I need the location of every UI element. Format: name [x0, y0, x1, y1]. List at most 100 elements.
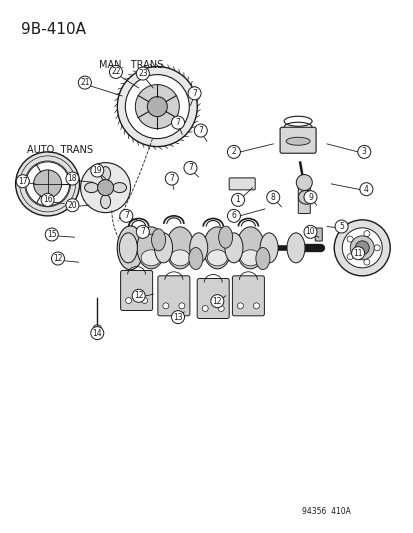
Text: 7: 7 — [175, 118, 180, 127]
Circle shape — [125, 297, 131, 303]
Text: 4: 4 — [363, 185, 368, 193]
Ellipse shape — [298, 190, 313, 204]
Circle shape — [218, 305, 224, 311]
Circle shape — [178, 303, 185, 309]
Ellipse shape — [286, 233, 304, 263]
Circle shape — [231, 193, 244, 206]
Circle shape — [363, 231, 369, 237]
Circle shape — [33, 170, 62, 198]
Text: 5: 5 — [338, 222, 343, 231]
Circle shape — [359, 183, 372, 196]
Text: 7: 7 — [192, 89, 197, 98]
Circle shape — [136, 67, 149, 80]
Circle shape — [253, 303, 259, 309]
Circle shape — [51, 252, 64, 265]
Circle shape — [349, 236, 373, 260]
Ellipse shape — [137, 227, 165, 269]
Text: 8: 8 — [270, 193, 275, 201]
Text: 9B-410A: 9B-410A — [21, 22, 85, 37]
Circle shape — [354, 241, 368, 255]
Circle shape — [109, 66, 122, 78]
Text: 2: 2 — [231, 148, 236, 156]
Circle shape — [135, 85, 179, 128]
Text: 7: 7 — [169, 174, 174, 183]
FancyBboxPatch shape — [120, 270, 152, 311]
Circle shape — [351, 247, 364, 260]
Circle shape — [45, 228, 58, 241]
Text: 10: 10 — [305, 228, 315, 236]
Ellipse shape — [166, 227, 194, 269]
Circle shape — [342, 228, 381, 268]
Circle shape — [363, 259, 369, 265]
Circle shape — [162, 303, 169, 309]
Circle shape — [171, 311, 184, 324]
Circle shape — [147, 96, 167, 117]
Text: 15: 15 — [47, 230, 57, 239]
Circle shape — [183, 161, 197, 174]
Text: 17: 17 — [18, 177, 28, 185]
Text: 12: 12 — [53, 254, 62, 263]
Text: 3: 3 — [361, 148, 366, 156]
Circle shape — [132, 289, 145, 302]
Text: 20: 20 — [67, 201, 77, 209]
Circle shape — [141, 297, 147, 303]
Circle shape — [78, 76, 91, 89]
Ellipse shape — [119, 233, 137, 263]
Circle shape — [210, 295, 223, 308]
Ellipse shape — [255, 247, 269, 270]
Ellipse shape — [218, 226, 232, 248]
Ellipse shape — [259, 233, 278, 263]
Text: 6: 6 — [231, 212, 236, 220]
Circle shape — [227, 146, 240, 158]
Text: 12: 12 — [134, 292, 143, 300]
Circle shape — [41, 193, 54, 206]
Text: MAN.  TRANS: MAN. TRANS — [99, 60, 163, 70]
Circle shape — [125, 75, 189, 139]
Text: 19: 19 — [92, 166, 102, 175]
Ellipse shape — [117, 226, 143, 270]
Circle shape — [66, 199, 79, 212]
Circle shape — [373, 245, 379, 251]
Circle shape — [237, 303, 243, 309]
Ellipse shape — [84, 183, 98, 192]
Circle shape — [188, 87, 201, 100]
Text: 7: 7 — [198, 126, 203, 135]
Circle shape — [296, 174, 311, 190]
Circle shape — [202, 305, 208, 311]
Text: 94356  410A: 94356 410A — [301, 507, 350, 516]
Circle shape — [165, 172, 178, 185]
Circle shape — [357, 146, 370, 158]
Circle shape — [333, 220, 389, 276]
Text: AUTO  TRANS: AUTO TRANS — [27, 146, 93, 155]
Circle shape — [16, 152, 79, 216]
FancyBboxPatch shape — [229, 178, 254, 190]
Ellipse shape — [224, 233, 242, 263]
Text: 13: 13 — [173, 313, 183, 321]
Circle shape — [334, 220, 347, 233]
FancyBboxPatch shape — [298, 182, 309, 214]
Circle shape — [90, 327, 104, 340]
Circle shape — [81, 163, 130, 213]
Ellipse shape — [207, 250, 227, 266]
Circle shape — [119, 209, 133, 222]
Ellipse shape — [188, 247, 202, 270]
Text: 7: 7 — [140, 228, 145, 236]
Ellipse shape — [285, 137, 309, 145]
Circle shape — [16, 175, 29, 188]
Text: 7: 7 — [123, 212, 128, 220]
Ellipse shape — [203, 227, 231, 269]
Circle shape — [346, 254, 352, 260]
Text: 23: 23 — [138, 69, 147, 78]
Circle shape — [266, 191, 279, 204]
Ellipse shape — [154, 233, 172, 263]
Ellipse shape — [100, 195, 110, 208]
Ellipse shape — [151, 229, 165, 251]
Circle shape — [227, 209, 240, 222]
Circle shape — [117, 67, 197, 147]
Text: 11: 11 — [353, 249, 362, 257]
Circle shape — [97, 180, 113, 196]
Circle shape — [194, 124, 207, 137]
Circle shape — [136, 225, 149, 238]
Circle shape — [90, 164, 104, 177]
Ellipse shape — [236, 227, 264, 269]
